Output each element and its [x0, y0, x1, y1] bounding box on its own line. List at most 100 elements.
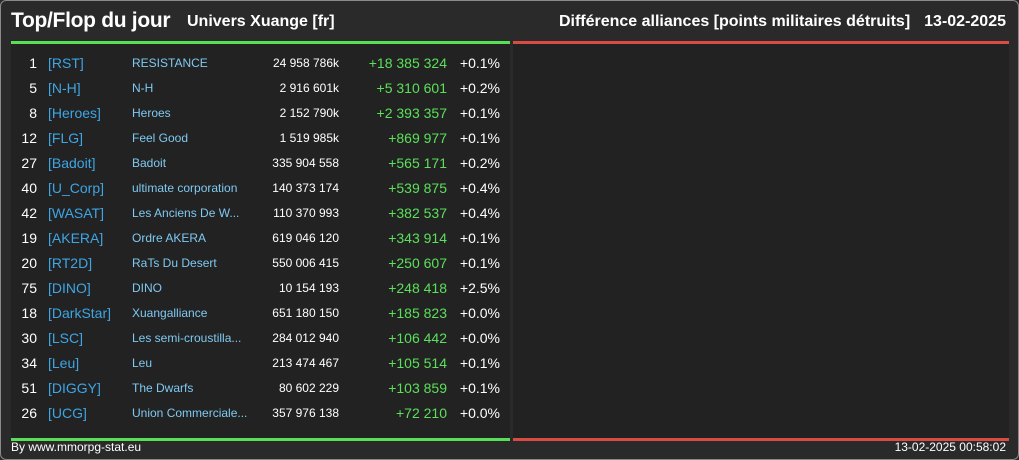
rank-cell: 12 — [21, 130, 37, 146]
points-cell: 110 370 993 — [273, 206, 339, 220]
table-row: 34 [Leu] Leu 213 474 467 +105 514 +0.1% — [11, 351, 510, 376]
points-cell: 80 602 229 — [278, 381, 339, 395]
difference-cell: +565 171 — [388, 155, 447, 171]
points-cell: 619 046 120 — [272, 231, 339, 245]
difference-cell: +343 914 — [388, 230, 447, 246]
percent-cell: +2.5% — [459, 280, 500, 296]
difference-cell: +2 393 357 — [376, 105, 447, 121]
rank-cell: 75 — [21, 280, 37, 296]
top-panel: 1 [RST] RESISTANCE 24 958 786k +18 385 324 +0… — [11, 41, 510, 441]
difference-cell: +382 537 — [388, 205, 447, 221]
table-row: 19 [AKERA] Ordre AKERA 619 046 120 +343 914 +… — [11, 226, 510, 251]
alliance-tag-link[interactable]: [UCG] — [48, 405, 87, 421]
table-row: 1 [RST] RESISTANCE 24 958 786k +18 385 324 +0… — [11, 51, 510, 76]
difference-cell: +18 385 324 — [368, 55, 447, 71]
universe-label: Univers Xuange [fr] — [187, 13, 335, 30]
alliance-tag-link[interactable]: [RT2D] — [48, 255, 93, 271]
percent-cell: +0.1% — [459, 105, 500, 121]
percent-cell: +0.1% — [459, 230, 500, 246]
rank-cell: 26 — [21, 405, 37, 421]
rank-cell: 42 — [21, 205, 37, 221]
footer-credit: By www.mmorpg-stat.eu — [11, 440, 142, 454]
percent-cell: +0.1% — [459, 130, 500, 146]
table-row: 30 [LSC] Les semi-croustilla... 284 012 940… — [11, 326, 510, 351]
points-cell: 2 916 601k — [279, 81, 339, 95]
rank-cell: 5 — [29, 80, 37, 96]
points-cell: 1 519 985k — [279, 131, 339, 145]
alliance-tag-link[interactable]: [Badoit] — [48, 155, 96, 171]
alliance-tag-link[interactable]: [DarkStar] — [48, 305, 112, 321]
points-cell: 10 154 193 — [278, 281, 339, 295]
header-right: Différence alliances [points militaires … — [559, 13, 1006, 31]
points-cell: 24 958 786k — [272, 56, 339, 70]
points-cell: 2 152 790k — [279, 106, 339, 120]
percent-cell: +0.1% — [459, 355, 500, 371]
rank-cell: 40 — [21, 180, 37, 196]
points-cell: 550 006 415 — [272, 256, 339, 270]
rank-cell: 19 — [21, 230, 37, 246]
percent-cell: +0.0% — [459, 330, 500, 346]
rank-cell: 1 — [29, 55, 37, 71]
table-row: 18 [DarkStar] Xuangalliance 651 180 150 +185… — [11, 301, 510, 326]
percent-cell: +0.2% — [459, 80, 500, 96]
difference-cell: +103 859 — [388, 380, 447, 396]
points-cell: 213 474 467 — [272, 356, 339, 370]
footer-timestamp: 13-02-2025 00:58:02 — [894, 440, 1006, 454]
difference-cell: +250 607 — [388, 255, 447, 271]
rank-cell: 20 — [21, 255, 37, 271]
difference-cell: +106 442 — [388, 330, 447, 346]
points-cell: 140 373 174 — [272, 181, 339, 195]
header-date: 13-02-2025 — [924, 13, 1006, 30]
rank-cell: 18 — [21, 305, 37, 321]
table-row: 20 [RT2D] RaTs Du Desert 550 006 415 +250 60… — [11, 251, 510, 276]
percent-cell: +0.1% — [459, 255, 500, 271]
difference-cell: +105 514 — [388, 355, 447, 371]
alliance-tag-link[interactable]: [DIGGY] — [48, 380, 101, 396]
flop-panel — [513, 41, 1009, 441]
percent-cell: +0.4% — [459, 180, 500, 196]
percent-cell: +0.0% — [459, 405, 500, 421]
table-row: 12 [FLG] Feel Good 1 519 985k +869 977 +0.1% — [11, 126, 510, 151]
percent-cell: +0.1% — [459, 55, 500, 71]
points-cell: 651 180 150 — [272, 306, 339, 320]
alliance-tag-link[interactable]: [LSC] — [48, 330, 84, 346]
difference-cell: +5 310 601 — [376, 80, 447, 96]
table-row: 8 [Heroes] Heroes 2 152 790k +2 393 357 +0.1% — [11, 101, 510, 126]
table-row: 42 [WASAT] Les Anciens De W... 110 370 993 +… — [11, 201, 510, 226]
alliance-tag-link[interactable]: [DINO] — [48, 280, 91, 296]
alliance-tag-link[interactable]: [RST] — [48, 55, 84, 71]
rank-cell: 8 — [29, 105, 37, 121]
alliance-tag-link[interactable]: [WASAT] — [48, 205, 104, 221]
difference-cell: +185 823 — [388, 305, 447, 321]
percent-cell: +0.4% — [459, 205, 500, 221]
points-cell: 284 012 940 — [272, 331, 339, 345]
table-row: 40 [U_Corp] ultimate corporation 140 373 17… — [11, 176, 510, 201]
alliance-tag-link[interactable]: [N-H] — [48, 80, 81, 96]
table-row: 51 [DIGGY] The Dwarfs 80 602 229 +103 859 +0.… — [11, 376, 510, 401]
difference-cell: +72 210 — [396, 405, 447, 421]
chart-subtitle: Différence alliances [points militaires … — [558, 13, 911, 30]
table-row: 27 [Badoit] Badoit 335 904 558 +565 171 +0.2% — [11, 151, 510, 176]
difference-cell: +248 418 — [388, 280, 447, 296]
table-row: 26 [UCG] Union Commerciale... 357 976 138 +7… — [11, 401, 510, 426]
rank-cell: 30 — [21, 330, 37, 346]
points-cell: 335 904 558 — [272, 156, 339, 170]
page-title: Top/Flop du jour — [11, 9, 171, 32]
alliance-tag-link[interactable]: [AKERA] — [48, 230, 104, 246]
table-row: 5 [N-H] N-H 2 916 601k +5 310 601 +0.2% — [11, 76, 510, 101]
alliance-tag-link[interactable]: [FLG] — [48, 130, 84, 146]
percent-cell: +0.1% — [459, 380, 500, 396]
rank-cell: 27 — [21, 155, 37, 171]
percent-cell: +0.2% — [459, 155, 500, 171]
difference-cell: +539 875 — [388, 180, 447, 196]
percent-cell: +0.0% — [459, 305, 500, 321]
alliance-tag-link[interactable]: [U_Corp] — [48, 180, 105, 196]
points-cell: 357 976 138 — [272, 406, 339, 420]
table-row: 75 [DINO] DINO 10 154 193 +248 418 +2.5% — [11, 276, 510, 301]
rank-cell: 34 — [21, 355, 37, 371]
alliance-tag-link[interactable]: [Heroes] — [48, 105, 101, 121]
alliance-tag-link[interactable]: [Leu] — [48, 355, 80, 371]
difference-cell: +869 977 — [388, 130, 447, 146]
rank-cell: 51 — [21, 380, 37, 396]
